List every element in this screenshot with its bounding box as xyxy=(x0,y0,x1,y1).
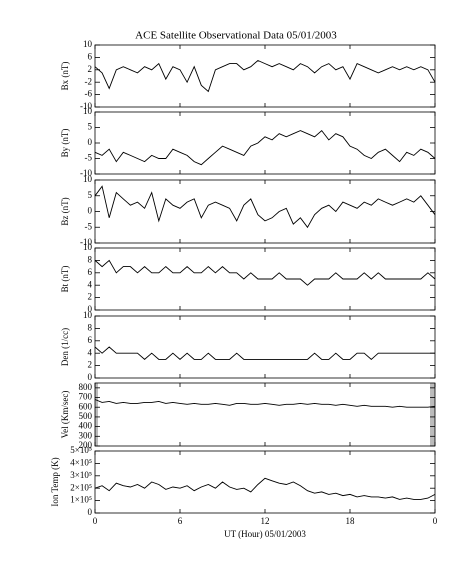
data-line xyxy=(94,259,436,286)
y-tick-label: 5 xyxy=(88,190,93,200)
y-tick-label: 10 xyxy=(83,242,93,252)
y-tick-label: 8 xyxy=(88,322,93,332)
y-axis-label: Den (1/cc) xyxy=(60,328,70,366)
y-tick-label: 2×10⁵ xyxy=(70,482,92,492)
y-tick-label: 4 xyxy=(88,279,93,289)
y-tick-label: 800 xyxy=(79,382,93,392)
y-tick-label: 600 xyxy=(79,401,93,411)
y-tick-label: 3×10⁵ xyxy=(70,470,92,480)
chart-title: ACE Satellite Observational Data 05/01/2… xyxy=(135,30,337,42)
y-tick-label: -10 xyxy=(80,237,92,247)
y-tick-label: 0 xyxy=(88,137,93,147)
y-tick-label: 4 xyxy=(88,347,93,357)
y-tick-label: -2 xyxy=(85,76,93,86)
data-line xyxy=(94,477,436,500)
y-axis-label: Ion Temp (K) xyxy=(50,457,60,506)
panel-frame xyxy=(94,450,436,514)
y-axis-label: Vel (Km/sec) xyxy=(60,391,70,439)
x-tick-label: 0 xyxy=(433,516,438,526)
y-tick-label: 6 xyxy=(88,267,93,277)
x-tick-label: 6 xyxy=(178,516,183,526)
data-line xyxy=(94,59,436,93)
data-gap-shade xyxy=(430,383,435,446)
y-tick-label: 6 xyxy=(88,335,93,345)
y-tick-label: 1×10⁵ xyxy=(70,495,92,505)
data-line xyxy=(94,399,436,408)
x-axis-label: UT (Hour) 05/01/2003 xyxy=(224,529,306,539)
y-tick-label: 700 xyxy=(79,392,93,402)
y-tick-label: 2 xyxy=(88,64,93,74)
data-line xyxy=(94,129,436,166)
y-tick-label: 5 xyxy=(88,122,93,132)
data-line xyxy=(94,185,436,229)
y-tick-label: 10 xyxy=(83,39,93,49)
y-tick-label: 200 xyxy=(79,440,93,450)
y-tick-label: 10 xyxy=(83,106,93,116)
panel-frame xyxy=(94,179,436,244)
y-tick-label: 8 xyxy=(88,254,93,264)
y-tick-label: -5 xyxy=(85,221,93,231)
y-tick-label: 0 xyxy=(88,304,93,314)
y-tick-label: 400 xyxy=(79,421,93,431)
y-tick-label: -6 xyxy=(85,89,93,99)
y-tick-label: -10 xyxy=(80,168,92,178)
data-line xyxy=(94,346,435,360)
panel-frame xyxy=(94,315,436,379)
y-tick-label: 4×10⁵ xyxy=(70,457,92,467)
y-tick-label: 10 xyxy=(83,310,93,320)
y-tick-label: 2 xyxy=(88,292,93,302)
y-tick-label: 0 xyxy=(88,372,93,382)
y-tick-label: 300 xyxy=(79,430,93,440)
y-tick-label: 6 xyxy=(88,51,93,61)
panel-frame xyxy=(94,382,436,447)
y-tick-label: -10 xyxy=(80,101,92,111)
y-axis-label: Bz (nT) xyxy=(60,197,70,225)
y-axis-label: Bx (nT) xyxy=(60,62,70,91)
y-tick-label: 0 xyxy=(88,507,93,517)
y-tick-label: 10 xyxy=(83,174,93,184)
y-tick-label: 0 xyxy=(88,206,93,216)
y-axis-label: By (nT) xyxy=(60,129,70,158)
panel-frame xyxy=(94,111,436,175)
y-axis-label: Bt (nT) xyxy=(60,266,70,293)
y-tick-label: 500 xyxy=(79,411,93,421)
y-tick-label: 2 xyxy=(88,360,93,370)
y-tick-label: -5 xyxy=(85,153,93,163)
x-tick-label: 18 xyxy=(346,516,356,526)
panel-frame xyxy=(94,44,436,108)
data-gap-shade xyxy=(95,383,98,446)
x-tick-label: 12 xyxy=(261,516,270,526)
y-tick-label: 5×10⁵ xyxy=(70,445,92,455)
x-tick-label: 0 xyxy=(93,516,98,526)
